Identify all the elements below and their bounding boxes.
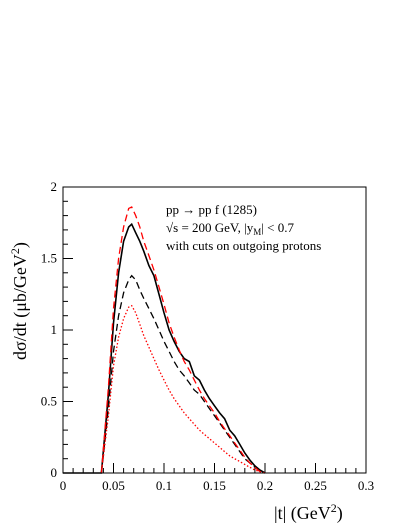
y-tick-label: 1 bbox=[51, 322, 58, 337]
x-tick-label: 0 bbox=[60, 478, 67, 493]
x-tick-label: 0.05 bbox=[102, 478, 125, 493]
x-tick-label: 0.15 bbox=[203, 478, 226, 493]
chart-series bbox=[63, 206, 266, 474]
series-line-2-dashed bbox=[100, 274, 266, 474]
series-line-1-solid bbox=[63, 222, 266, 474]
y-axis-label-text: dσ/dt (μb/GeV bbox=[10, 254, 31, 360]
y-tick-label: 2 bbox=[51, 179, 58, 194]
x-tick-label: 0.25 bbox=[304, 478, 327, 493]
annotation-process: pp → pp f (1285) bbox=[166, 202, 257, 217]
y-axis-label-close: ) bbox=[10, 242, 31, 248]
annotation-energy-text: √s = 200 GeV, |y bbox=[166, 220, 254, 235]
x-axis-label-text: |t| (GeV bbox=[274, 503, 331, 524]
chart-annotation: pp → pp f (1285) √s = 200 GeV, |yM| < 0.… bbox=[166, 202, 321, 253]
x-axis-label: |t| (GeV2) bbox=[274, 501, 343, 524]
x-tick-label: 0.3 bbox=[358, 478, 374, 493]
plot-frame bbox=[62, 186, 367, 474]
x-tick-label: 0.1 bbox=[156, 478, 172, 493]
axis-ticks: 0 0.05 0.1 0.15 0.2 0.25 0.3 0 0.5 1 1.5 2 bbox=[41, 179, 374, 493]
x-tick-label: 0.2 bbox=[257, 478, 273, 493]
y-axis-label-sup: 2 bbox=[8, 248, 22, 254]
y-tick-label: 1.5 bbox=[41, 251, 57, 266]
annotation-cuts: with cuts on outgoing protons bbox=[166, 238, 321, 253]
series-line-3-dashed bbox=[100, 206, 266, 474]
x-axis-label-sup: 2 bbox=[331, 501, 337, 515]
series-line-4-dotted bbox=[100, 304, 266, 474]
y-axis-label: dσ/dt (μb/GeV2) bbox=[8, 242, 31, 360]
annotation-energy-tail: | < 0.7 bbox=[261, 220, 294, 235]
annotation-energy: √s = 200 GeV, |yM| < 0.7 bbox=[166, 220, 294, 237]
y-tick-label: 0 bbox=[51, 465, 58, 480]
x-axis-label-close: ) bbox=[337, 503, 343, 524]
annotation-subscript: M bbox=[253, 227, 261, 237]
y-tick-label: 0.5 bbox=[41, 394, 57, 409]
